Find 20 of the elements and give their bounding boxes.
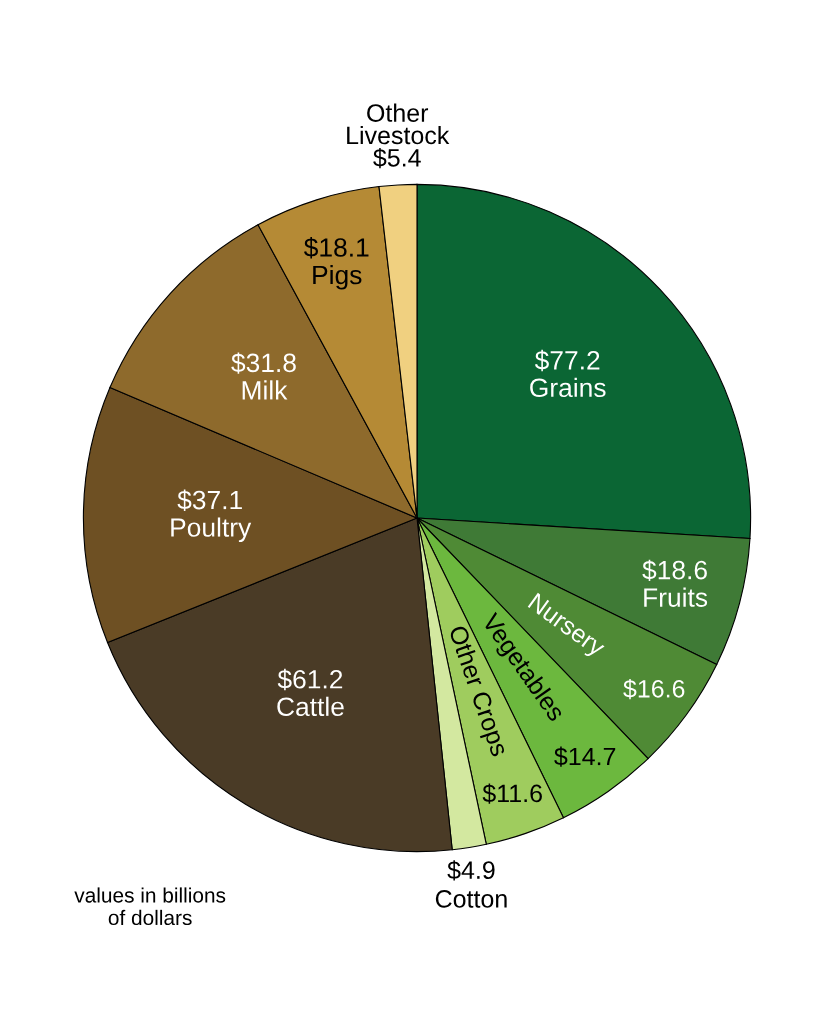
- slice-label: Cotton: [435, 890, 507, 908]
- data-label: $5.4: [373, 147, 421, 169]
- data-label: $18.1: [304, 237, 369, 259]
- data-label: $11.6: [482, 783, 542, 804]
- data-label: $4.9: [447, 860, 495, 881]
- data-label: $37.1: [177, 489, 242, 511]
- data-label: $61.2: [277, 668, 343, 691]
- slice-label: Other Livestock: [347, 103, 450, 145]
- data-label: $77.2: [534, 349, 600, 372]
- slice-label: Milk: [242, 380, 288, 400]
- data-label: $16.6: [623, 678, 685, 700]
- data-label: $31.8: [231, 352, 296, 374]
- text: values in billions of dollars: [74, 887, 226, 926]
- slice-label: Cattle: [277, 696, 344, 717]
- data-label: $18.6: [642, 559, 707, 581]
- slice-label: Grains: [530, 377, 606, 398]
- slice-label: Fruits: [644, 587, 708, 607]
- slice-label: Poultry: [171, 517, 252, 543]
- data-label: $14.7: [554, 746, 616, 767]
- slice-label: Pigs: [313, 264, 362, 290]
